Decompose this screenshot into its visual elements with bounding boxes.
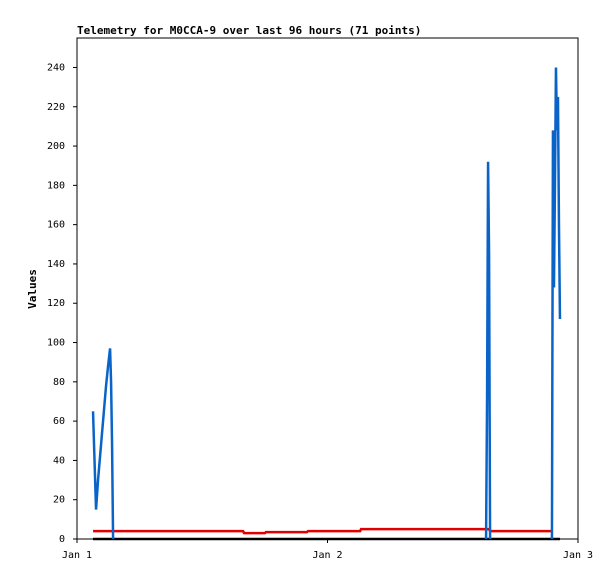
y-tick-label: 0 <box>59 534 65 545</box>
y-tick-label: 180 <box>47 180 65 191</box>
y-tick-label: 160 <box>47 220 65 231</box>
y-tick-label: 20 <box>53 495 65 506</box>
x-tick-label: Jan 1 <box>62 550 92 561</box>
y-tick-label: 100 <box>47 338 65 349</box>
x-tick-label: Jan 3 <box>563 550 593 561</box>
y-tick-label: 200 <box>47 141 65 152</box>
y-tick-label: 80 <box>53 377 65 388</box>
chart-title: Telemetry for M0CCA-9 over last 96 hours… <box>77 24 421 37</box>
y-tick-label: 140 <box>47 259 65 270</box>
series-line <box>91 67 562 540</box>
y-tick-label: 60 <box>53 416 65 427</box>
y-tick-label: 240 <box>47 62 65 73</box>
plot-frame <box>76 37 579 540</box>
y-axis-label: Values <box>26 269 39 309</box>
x-tick-label: Jan 2 <box>312 550 342 561</box>
y-tick-label: 120 <box>47 298 65 309</box>
y-tick-label: 220 <box>47 102 65 113</box>
series-line <box>93 527 552 535</box>
y-tick-label: 40 <box>53 455 65 466</box>
